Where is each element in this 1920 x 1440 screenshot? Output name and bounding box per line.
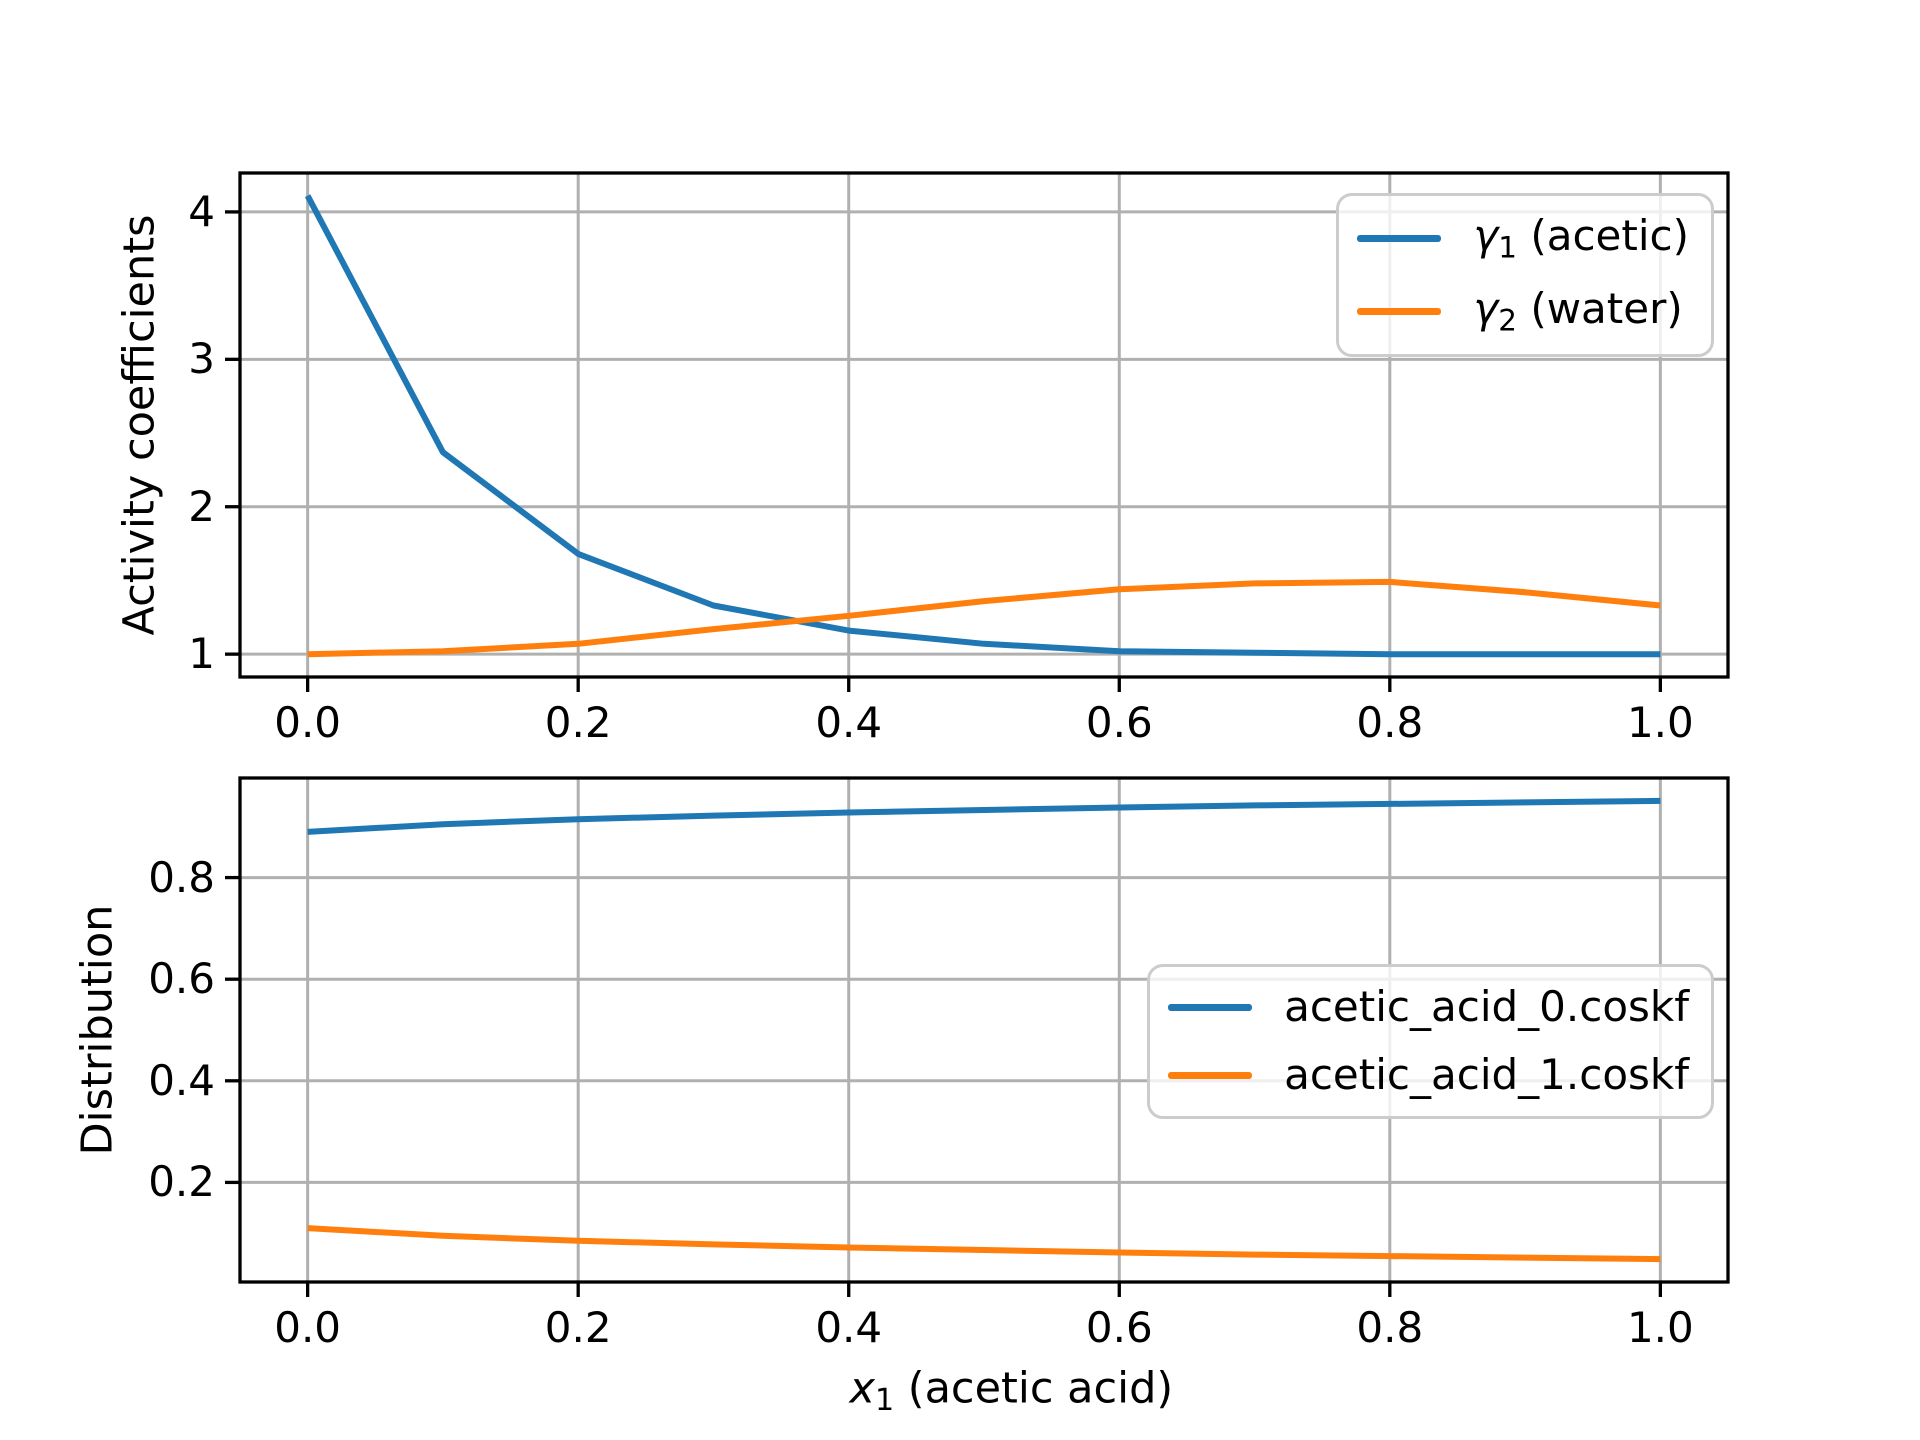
x-axis-label-text: (acetic acid)	[894, 1363, 1174, 1414]
legend-entry-acetic-acid-0-coskf: acetic_acid_0.coskf	[1168, 982, 1689, 1031]
y-tick-label: 0.4	[148, 1055, 215, 1105]
y-tick-label: 3	[188, 334, 215, 384]
series-line-acetic-acid-1-coskf	[307, 1225, 1661, 1263]
legend-entry-acetic-acid-1-coskf: acetic_acid_1.coskf	[1168, 1051, 1689, 1099]
legend-entry-gamma2-water: γ2 (water)	[1357, 285, 1689, 338]
x-tick-label: 1.0	[1626, 1303, 1694, 1352]
y-tick-label: 2	[188, 481, 215, 531]
x-tick-label: 0.6	[1085, 1303, 1153, 1352]
x-axis-label-symbol: x	[849, 1363, 875, 1414]
x-tick-label: 0.8	[1356, 1303, 1424, 1352]
y-axis-label-distribution: Distribution	[72, 904, 123, 1156]
series-line-acetic-acid-0-coskf	[307, 797, 1661, 835]
series-line-gamma2-water	[307, 578, 1661, 658]
legend-label: acetic_acid_1.coskf	[1284, 1050, 1689, 1100]
legend-line-swatch	[1357, 235, 1442, 243]
y-tick-label: 0.2	[148, 1157, 215, 1207]
y-tick-label: 1	[188, 629, 215, 679]
legend-line-swatch	[1168, 1003, 1253, 1011]
legend-label: γ2 (water)	[1473, 284, 1683, 338]
y-tick-label: 0.8	[148, 852, 215, 902]
y-tick-label: 0.6	[148, 954, 215, 1004]
legend-distribution: acetic_acid_0.coskf acetic_acid_1.coskf	[1147, 964, 1714, 1119]
axes-activity-coefficients: 0.0 0.2 0.4 0.6 0.8 1.0 1 2 3 4 γ1 (acetic) γ2 (wat…	[188, 171, 1730, 744]
x-tick-label: 0.4	[815, 698, 883, 747]
legend-line-swatch	[1357, 308, 1442, 316]
x-tick-label: 0.4	[815, 1303, 883, 1352]
legend-line-swatch	[1168, 1071, 1253, 1079]
axes-spines	[238, 171, 1730, 679]
series-line-gamma1-acetic	[304, 194, 1661, 658]
y-tick-label: 4	[188, 186, 215, 236]
axes-distribution: 0.0 0.2 0.4 0.6 0.8 1.0 0.2 0.4 0.6 0.8 acetic_aci…	[148, 776, 1730, 1349]
x-axis-label-x1-acetic-acid: x1 (acetic acid)	[795, 1325, 1174, 1440]
x-tick-label: 0.0	[274, 698, 342, 747]
x-tick-label: 1.0	[1626, 698, 1694, 747]
axes-spines	[238, 776, 1730, 1284]
legend-label: acetic_acid_0.coskf	[1284, 982, 1689, 1031]
x-tick-label: 0.0	[274, 1303, 342, 1352]
x-tick-label: 0.6	[1085, 698, 1153, 747]
legend-label: γ1 (acetic)	[1473, 211, 1689, 265]
legend-entry-gamma1-acetic: γ1 (acetic)	[1357, 211, 1689, 265]
x-tick-label: 0.2	[544, 1303, 612, 1352]
x-tick-label: 0.2	[544, 698, 612, 747]
x-tick-label: 0.8	[1356, 698, 1424, 747]
x-axis-label-subscript: 1	[874, 1383, 895, 1419]
legend-activity-coefficients: γ1 (acetic) γ2 (water)	[1336, 193, 1714, 358]
y-axis-label-activity-coefficients: Activity coefficients	[114, 214, 165, 636]
